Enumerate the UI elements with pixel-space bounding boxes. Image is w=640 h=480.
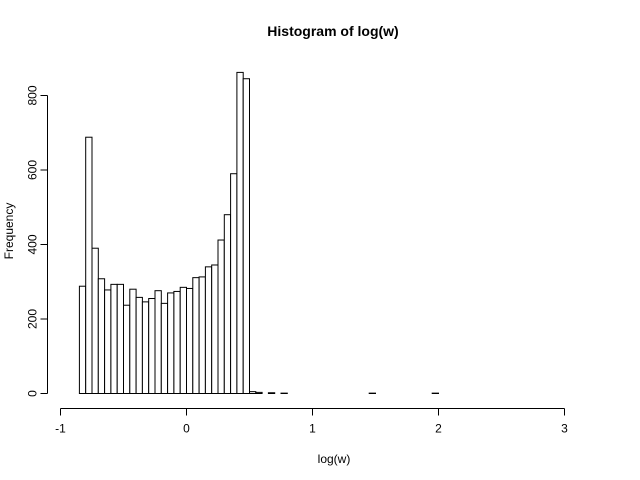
histogram-bar bbox=[255, 391, 263, 395]
histogram-bar bbox=[91, 247, 99, 394]
histogram-bar bbox=[230, 173, 238, 394]
histogram-bar bbox=[129, 288, 137, 395]
histogram-bar bbox=[104, 289, 112, 394]
histogram-bar bbox=[110, 283, 118, 394]
histogram-bar bbox=[204, 266, 213, 395]
y-tick-label: 200 bbox=[26, 309, 40, 329]
histogram-bar bbox=[160, 302, 169, 394]
y-axis-label: Frequency bbox=[2, 203, 16, 260]
histogram-bar bbox=[135, 296, 143, 395]
histogram-bar bbox=[249, 391, 257, 395]
histogram-bar bbox=[198, 276, 206, 394]
histogram-bar bbox=[217, 239, 225, 394]
x-tick-label: -1 bbox=[55, 422, 66, 436]
x-tick-label: 3 bbox=[561, 422, 568, 436]
x-tick-label: 0 bbox=[183, 422, 190, 436]
x-tick-label: 2 bbox=[435, 422, 442, 436]
histogram-bar bbox=[85, 136, 93, 394]
histogram-bar bbox=[78, 285, 87, 394]
y-tick-label: 600 bbox=[26, 160, 40, 180]
x-axis: -1 0 1 2 3 bbox=[55, 408, 568, 436]
x-tick-label: 1 bbox=[309, 422, 316, 436]
x-axis-label: log(w) bbox=[318, 452, 351, 466]
histogram-bar bbox=[267, 392, 276, 394]
histogram-bar bbox=[123, 304, 131, 394]
histogram-bar bbox=[223, 214, 232, 394]
histogram-bar bbox=[192, 277, 200, 394]
histogram-bar bbox=[173, 290, 181, 394]
histogram-bar bbox=[97, 278, 106, 394]
chart-title: Histogram of log(w) bbox=[267, 23, 398, 39]
histogram-bar bbox=[236, 71, 244, 395]
histogram-bar bbox=[242, 78, 250, 395]
y-tick-label: 0 bbox=[26, 390, 40, 397]
histogram-bar bbox=[116, 283, 124, 394]
histogram-bar bbox=[179, 286, 187, 394]
bars-group bbox=[78, 71, 440, 395]
y-tick-label: 400 bbox=[26, 234, 40, 254]
histogram-bar bbox=[186, 287, 194, 395]
y-tick-label: 800 bbox=[26, 85, 40, 105]
histogram-bar bbox=[211, 264, 219, 394]
histogram-bar bbox=[141, 301, 150, 394]
y-axis: 0 200 400 600 800 bbox=[26, 85, 48, 397]
histogram-bar bbox=[154, 290, 162, 394]
histogram-bar bbox=[148, 298, 156, 395]
histogram-bar bbox=[167, 292, 175, 394]
